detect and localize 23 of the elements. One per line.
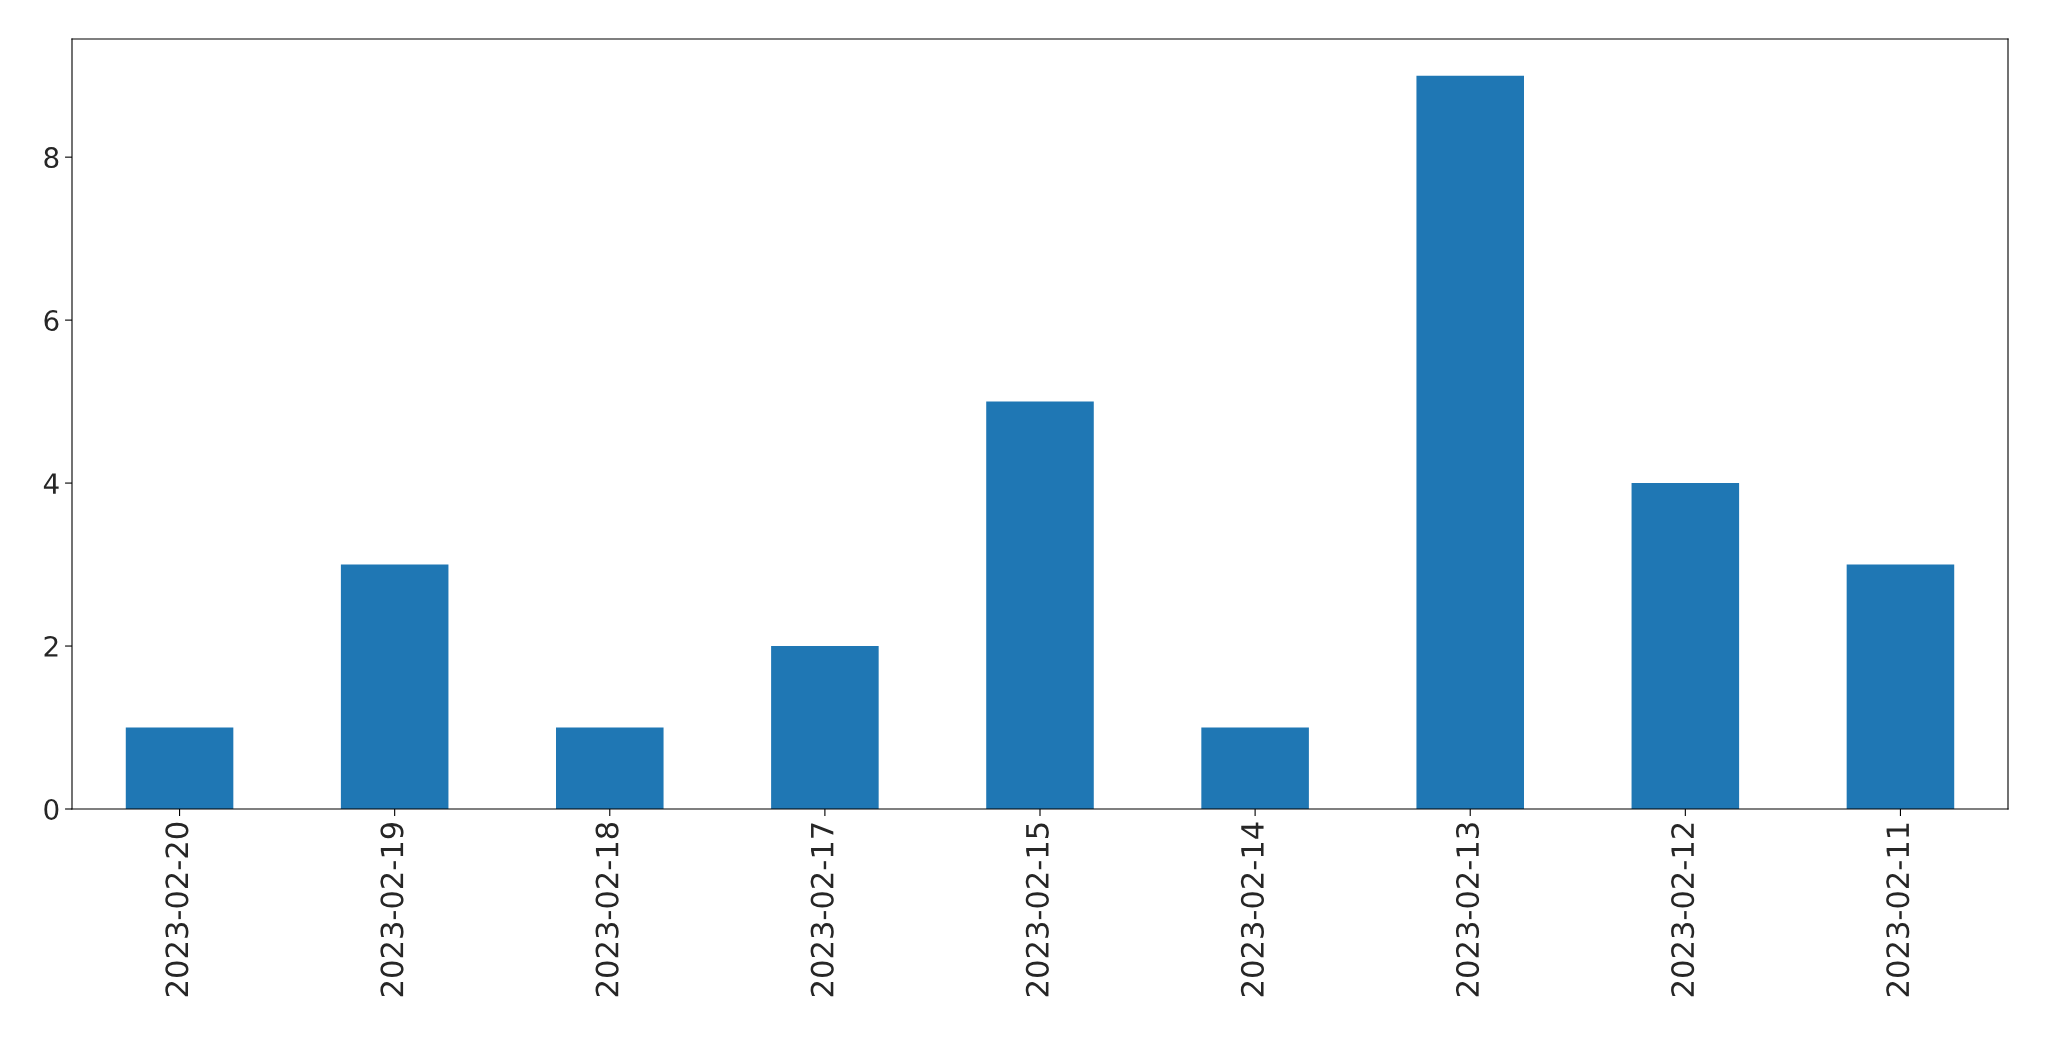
y-tick-label: 4 (43, 473, 59, 494)
bar (556, 727, 664, 809)
bar (340, 564, 449, 809)
x-tick-label: 2023-02-19 (380, 822, 404, 997)
x-tick-label: 2023-02-18 (595, 822, 619, 997)
x-tick-label: 2023-02-15 (1025, 823, 1049, 997)
y-tick-label: 6 (44, 310, 59, 332)
bar (986, 401, 1094, 809)
bar (1846, 564, 1955, 809)
x-tick-label: 2023-02-12 (1671, 823, 1695, 997)
bar (1416, 75, 1524, 809)
x-tick-label: 2023-02-11 (1886, 823, 1910, 997)
x-tick-label: 2023-02-20 (165, 822, 189, 997)
bar (125, 727, 234, 809)
y-tick-label: 8 (44, 147, 59, 169)
bar (1631, 483, 1740, 809)
x-tick-label: 2023-02-17 (810, 823, 834, 997)
y-tick-label: 0 (44, 798, 59, 820)
x-tick-label: 2023-02-14 (1240, 822, 1264, 997)
bar (771, 646, 879, 809)
bar (1201, 727, 1309, 809)
x-tick-label: 2023-02-13 (1455, 823, 1480, 997)
y-tick-label: 2 (44, 635, 58, 657)
